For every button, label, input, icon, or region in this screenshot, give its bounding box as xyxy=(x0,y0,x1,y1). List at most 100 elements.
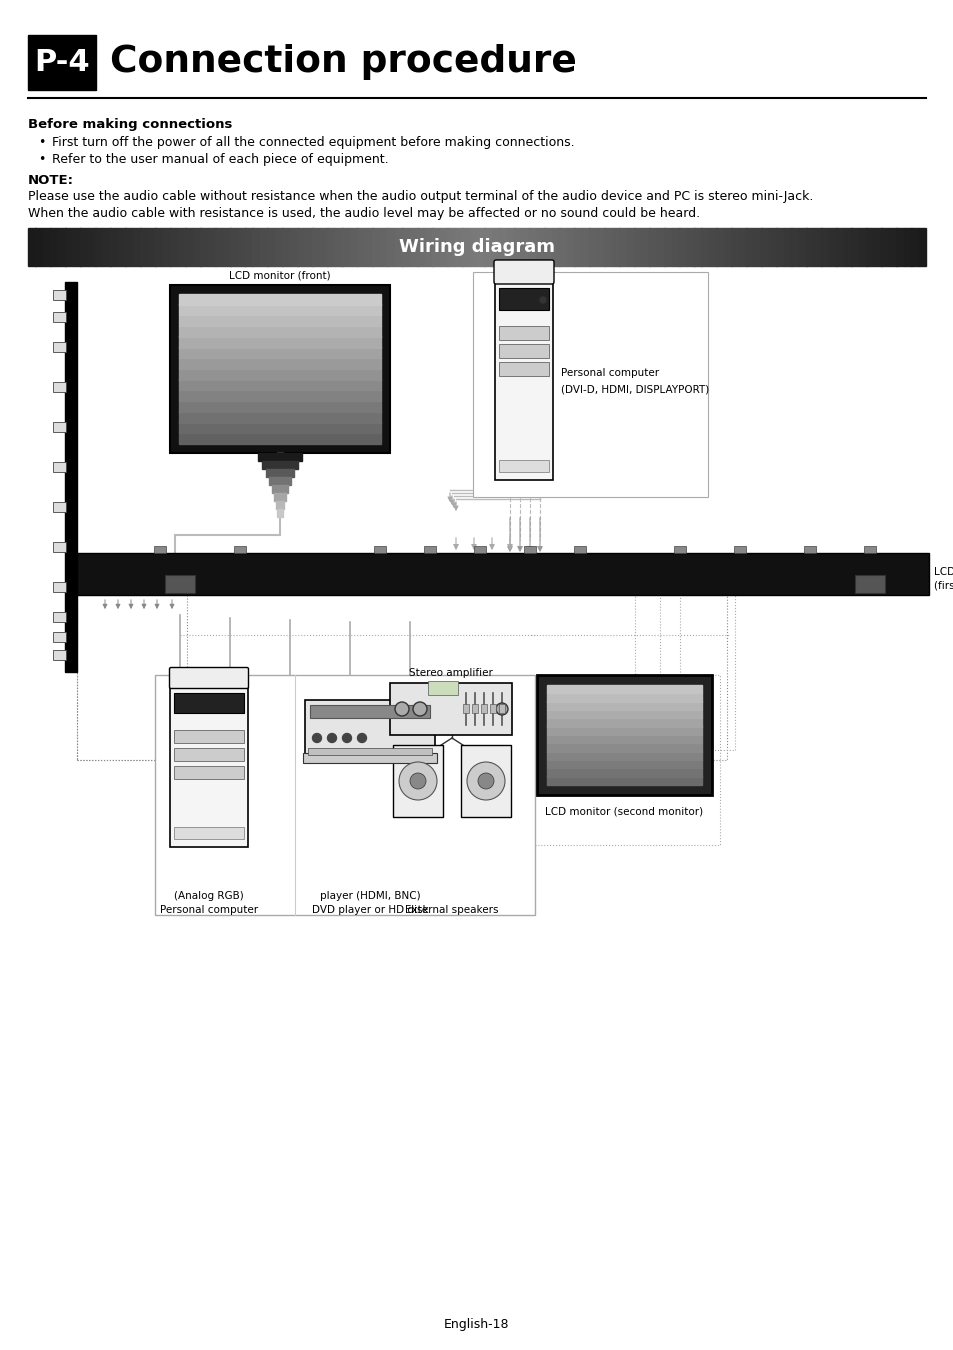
Bar xyxy=(716,228,723,266)
Bar xyxy=(327,228,335,266)
Bar xyxy=(499,228,507,266)
Bar xyxy=(132,228,141,266)
Bar xyxy=(476,228,484,266)
Bar xyxy=(529,675,720,845)
Bar xyxy=(266,468,294,477)
Bar xyxy=(308,748,432,755)
Bar xyxy=(185,228,193,266)
Bar xyxy=(364,228,373,266)
Circle shape xyxy=(467,761,504,801)
Bar xyxy=(103,228,111,266)
Circle shape xyxy=(477,774,494,788)
Bar xyxy=(484,228,492,266)
Bar xyxy=(432,228,439,266)
Bar xyxy=(423,545,436,554)
Bar xyxy=(472,703,477,713)
Bar xyxy=(53,462,66,472)
Bar xyxy=(498,460,548,472)
Bar xyxy=(863,545,875,554)
Circle shape xyxy=(327,733,336,743)
Bar xyxy=(260,228,268,266)
Bar xyxy=(153,545,166,554)
Bar xyxy=(177,228,186,266)
Bar xyxy=(521,228,529,266)
Bar xyxy=(611,228,619,266)
Bar xyxy=(679,228,686,266)
Bar xyxy=(574,545,585,554)
Bar xyxy=(245,228,253,266)
Bar xyxy=(165,575,194,593)
FancyBboxPatch shape xyxy=(494,261,554,284)
Bar xyxy=(274,493,286,501)
Bar xyxy=(53,312,66,323)
Bar xyxy=(117,228,126,266)
Bar xyxy=(546,751,701,760)
Bar xyxy=(387,228,395,266)
Text: Stereo amplifier: Stereo amplifier xyxy=(409,668,493,678)
Bar xyxy=(95,228,103,266)
Bar xyxy=(53,423,66,432)
Text: LCD monitor: LCD monitor xyxy=(933,567,953,576)
Bar xyxy=(170,228,178,266)
Bar xyxy=(179,369,380,379)
Bar xyxy=(895,228,903,266)
Bar xyxy=(686,228,694,266)
Bar xyxy=(111,228,118,266)
Bar xyxy=(393,745,442,817)
Bar xyxy=(708,228,717,266)
Bar xyxy=(805,228,814,266)
Bar xyxy=(173,748,244,761)
Bar xyxy=(77,595,726,760)
Bar xyxy=(272,485,288,493)
Bar xyxy=(902,228,910,266)
Bar xyxy=(253,228,260,266)
Text: (DVI-D, HDMI, DISPLAYPORT): (DVI-D, HDMI, DISPLAYPORT) xyxy=(560,385,708,396)
Bar xyxy=(140,228,148,266)
Circle shape xyxy=(398,761,436,801)
Bar xyxy=(372,228,380,266)
Bar xyxy=(641,228,649,266)
Bar xyxy=(498,325,548,340)
Bar xyxy=(460,745,511,817)
Bar xyxy=(65,282,77,672)
Bar xyxy=(230,228,238,266)
Bar xyxy=(179,347,380,358)
Text: Please use the audio cable without resistance when the audio output terminal of : Please use the audio cable without resis… xyxy=(28,190,813,202)
Bar xyxy=(257,454,302,460)
Text: DVD player or HD disk: DVD player or HD disk xyxy=(312,904,428,915)
Bar xyxy=(537,228,544,266)
Text: External speakers: External speakers xyxy=(405,904,498,915)
Bar xyxy=(480,703,486,713)
Bar xyxy=(910,228,918,266)
Text: Wiring diagram: Wiring diagram xyxy=(398,238,555,256)
Text: •: • xyxy=(38,136,46,148)
Bar xyxy=(492,228,499,266)
Bar xyxy=(635,595,734,751)
Bar xyxy=(551,228,559,266)
Bar xyxy=(53,342,66,352)
Bar xyxy=(53,382,66,391)
Bar xyxy=(723,228,731,266)
Bar xyxy=(546,734,701,744)
Bar xyxy=(262,460,297,468)
Bar xyxy=(53,541,66,552)
Bar xyxy=(498,362,548,377)
Circle shape xyxy=(313,733,321,743)
Bar xyxy=(53,649,66,660)
Bar xyxy=(275,501,284,509)
Bar xyxy=(290,228,297,266)
Bar xyxy=(179,401,380,412)
Bar xyxy=(51,228,58,266)
Bar xyxy=(648,228,657,266)
Bar xyxy=(589,228,597,266)
Text: LCD monitor (front): LCD monitor (front) xyxy=(229,270,331,279)
Bar xyxy=(574,228,581,266)
Text: •: • xyxy=(38,153,46,166)
Text: player (HDMI, BNC): player (HDMI, BNC) xyxy=(319,891,420,900)
Text: LCD monitor (second monitor): LCD monitor (second monitor) xyxy=(545,807,702,817)
Bar xyxy=(836,228,843,266)
Bar xyxy=(303,753,436,763)
Bar xyxy=(626,228,634,266)
Bar xyxy=(200,228,208,266)
Bar xyxy=(546,776,701,784)
